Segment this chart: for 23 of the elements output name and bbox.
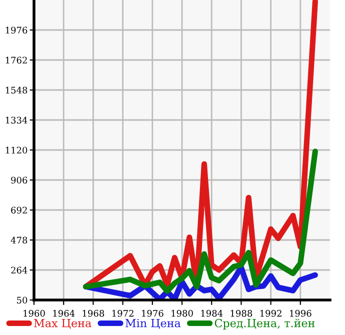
legend-label: Сред.Цена, т.йен: [214, 318, 315, 330]
x-tick-label: 1964: [53, 310, 75, 317]
x-tick-label: 1960: [24, 310, 45, 317]
x-tick-label: 1980: [172, 310, 193, 317]
x-tick-label: 1992: [260, 310, 282, 317]
y-tick-label: 1548: [6, 86, 28, 94]
y-tick-label: 1762: [6, 56, 27, 64]
x-tick-label: 1976: [142, 310, 164, 317]
y-tick-label: 264: [11, 266, 28, 274]
y-tick-label: 692: [11, 206, 27, 214]
y-tick-label: 1120: [6, 146, 28, 154]
x-tick-label: 1968: [82, 310, 104, 317]
y-tick-label: 50: [17, 296, 28, 304]
legend-label: Max Цена: [34, 319, 92, 329]
x-tick-label: 1984: [201, 310, 223, 317]
legend-label: Min Цена: [126, 318, 181, 329]
x-tick-label: 1988: [230, 310, 252, 317]
y-tick-label: 1976: [6, 26, 28, 34]
y-tick-label: 478: [10, 236, 28, 244]
y-tick-label: 1334: [6, 116, 28, 124]
x-tick-label: 1972: [112, 310, 134, 317]
x-tick-label: 1996: [290, 310, 312, 317]
y-tick-label: 906: [11, 176, 28, 184]
